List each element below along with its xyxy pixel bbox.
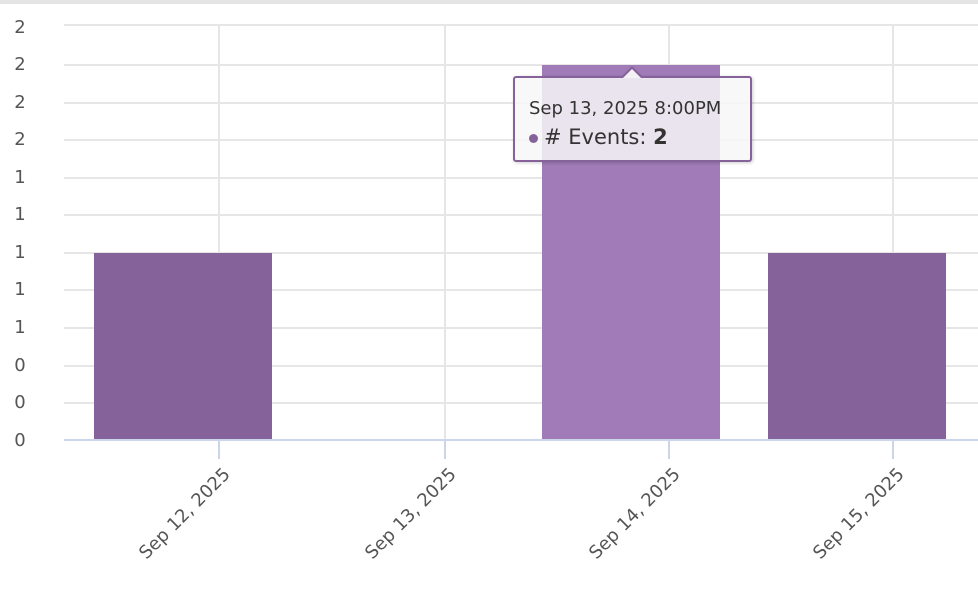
tooltip: Sep 13, 2025 8:00PM # Events: 2	[513, 66, 752, 162]
y-tick-label: 0	[14, 355, 26, 376]
y-tick-label: 2	[14, 17, 26, 38]
tooltip-series-row: # Events: 2	[529, 125, 668, 149]
y-tick-label: 2	[14, 92, 26, 113]
gridline	[64, 252, 978, 254]
gridline	[444, 24, 446, 440]
y-tick-label: 1	[14, 317, 26, 338]
gridline	[892, 24, 894, 440]
x-tick-label: Sep 12, 2025	[135, 464, 235, 564]
y-tick-label: 1	[14, 279, 26, 300]
tooltip-value: 2	[653, 125, 668, 149]
tooltip-arrow-inner	[623, 69, 641, 78]
series-dot-icon	[529, 133, 538, 143]
gridline	[64, 177, 978, 179]
x-tick	[444, 441, 446, 459]
x-tick	[668, 441, 670, 459]
tooltip-series-label: # Events:	[544, 125, 654, 149]
y-tick-label: 2	[14, 54, 26, 75]
y-tick-label: 1	[14, 204, 26, 225]
gridline	[64, 289, 978, 291]
gridline	[64, 214, 978, 216]
x-tick	[218, 441, 220, 459]
gridline	[64, 24, 978, 26]
x-axis-line	[64, 439, 978, 441]
gridline	[64, 402, 978, 404]
x-tick	[892, 441, 894, 459]
y-tick-label: 0	[14, 392, 26, 413]
bar-sep-15[interactable]	[768, 253, 946, 440]
y-tick-label: 1	[14, 242, 26, 263]
gridline	[64, 327, 978, 329]
gridline	[64, 365, 978, 367]
top-border	[0, 0, 978, 4]
tooltip-date: Sep 13, 2025 8:00PM	[529, 98, 722, 119]
x-tick-label: Sep 14, 2025	[585, 464, 685, 564]
gridline	[64, 64, 978, 66]
y-tick-label: 2	[14, 129, 26, 150]
y-tick-label: 0	[14, 430, 26, 451]
x-tick-label: Sep 13, 2025	[361, 464, 461, 564]
bar-sep-12[interactable]	[94, 253, 272, 440]
gridline	[218, 24, 220, 440]
y-tick-label: 1	[14, 167, 26, 188]
x-tick-label: Sep 15, 2025	[809, 464, 909, 564]
